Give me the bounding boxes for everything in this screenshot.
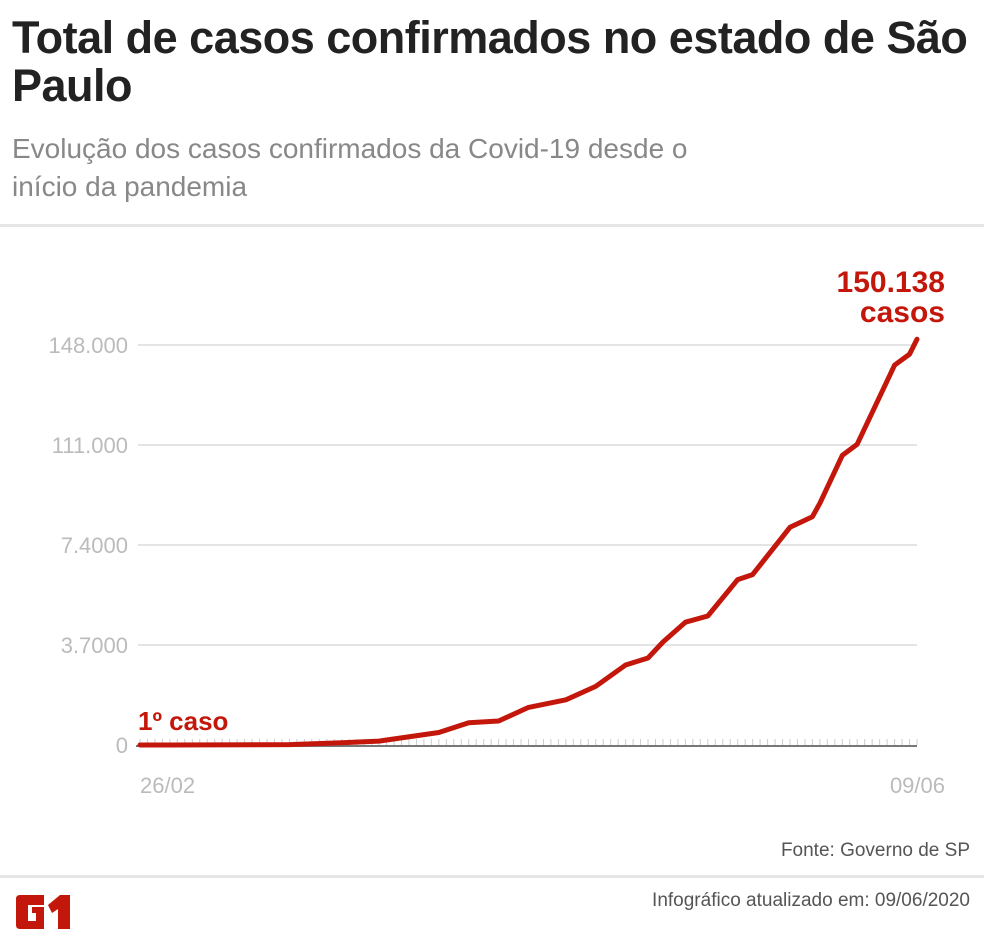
g1-logo bbox=[16, 895, 70, 929]
y-tick-label: 0 bbox=[116, 733, 128, 758]
chart-subtitle: Evolução dos casos confirmados da Covid-… bbox=[12, 133, 688, 202]
updated-note: Infográfico atualizado em: 09/06/2020 bbox=[652, 890, 970, 911]
chart-title: Total de casos confirmados no estado de … bbox=[12, 12, 968, 111]
y-tick-label: 148.000 bbox=[48, 333, 128, 358]
y-tick-label: 111.000 bbox=[52, 433, 128, 458]
x-tick-label: 09/06 bbox=[890, 773, 945, 798]
header-divider bbox=[0, 224, 984, 227]
last-value-label: 150.138 bbox=[837, 266, 945, 299]
first-case-label: 1º caso bbox=[138, 706, 228, 736]
x-tick-label: 26/02 bbox=[140, 773, 195, 798]
cases-line bbox=[137, 336, 920, 748]
footer-divider bbox=[0, 875, 984, 878]
last-value-unit: casos bbox=[860, 296, 945, 329]
line-chart: 0 3.7000 7.4000 111.000 148.000 26/02 09/06 15… bbox=[48, 266, 945, 798]
y-tick-label: 3.7000 bbox=[61, 633, 128, 658]
source-note: Fonte: Governo de SP bbox=[780, 840, 970, 861]
y-tick-label: 7.4000 bbox=[61, 533, 128, 558]
